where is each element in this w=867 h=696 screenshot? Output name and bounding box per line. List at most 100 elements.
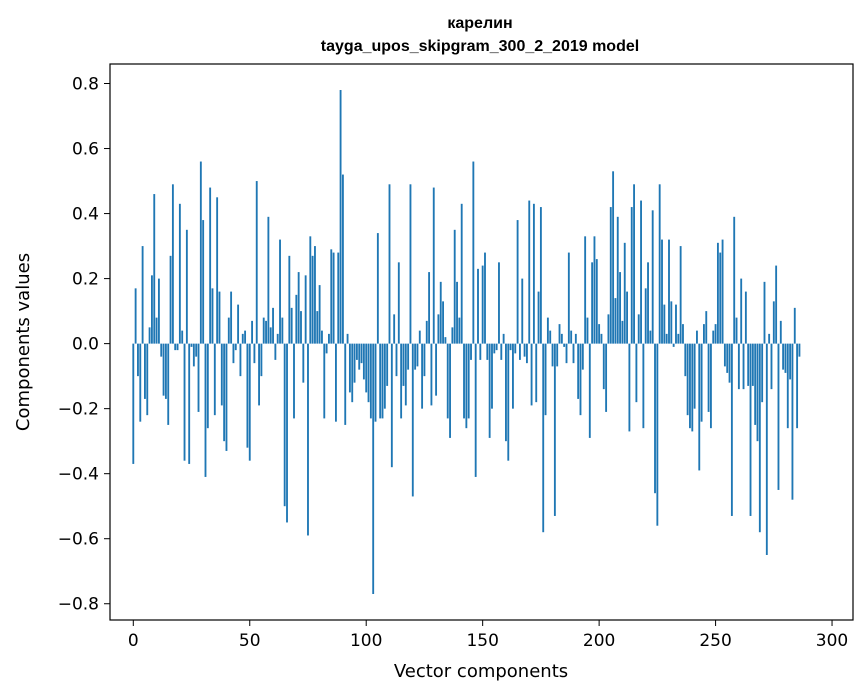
bar bbox=[768, 333, 771, 344]
y-axis-ticks: −0.8 −0.6 −0.4 −0.2 0.0 0.2 0.4 0.6 0.8 bbox=[58, 75, 110, 615]
bar bbox=[248, 343, 251, 461]
bar bbox=[309, 236, 312, 344]
bar bbox=[593, 236, 596, 344]
bar bbox=[244, 330, 247, 344]
bar bbox=[446, 343, 449, 419]
bar bbox=[155, 317, 158, 344]
bar bbox=[654, 343, 656, 494]
bar bbox=[383, 343, 386, 409]
bar bbox=[388, 184, 391, 344]
bar bbox=[171, 184, 174, 344]
bar bbox=[472, 161, 475, 344]
bar bbox=[723, 343, 726, 367]
bar bbox=[663, 304, 666, 344]
bar bbox=[458, 317, 461, 344]
bar bbox=[742, 343, 745, 390]
bar bbox=[532, 203, 535, 344]
bar bbox=[581, 343, 584, 370]
bar bbox=[134, 288, 137, 344]
bar bbox=[164, 343, 167, 399]
bar bbox=[404, 343, 407, 406]
bar bbox=[409, 184, 412, 344]
bar bbox=[190, 343, 193, 347]
bar bbox=[302, 343, 305, 383]
bars-group bbox=[132, 90, 801, 594]
bar bbox=[141, 246, 144, 344]
bar bbox=[626, 291, 628, 344]
bar bbox=[432, 187, 435, 344]
bar bbox=[423, 343, 426, 377]
bar bbox=[276, 333, 279, 344]
bar bbox=[148, 327, 151, 344]
bar bbox=[544, 343, 547, 416]
bar bbox=[157, 278, 160, 344]
bar bbox=[365, 343, 368, 393]
bar bbox=[649, 330, 652, 344]
bar bbox=[213, 343, 216, 416]
bar bbox=[167, 343, 170, 425]
x-axis-ticks: 0 50 100 150 200 250 300 bbox=[128, 620, 848, 651]
bar bbox=[586, 317, 589, 344]
bar bbox=[176, 343, 179, 351]
bar bbox=[535, 343, 538, 403]
bar bbox=[707, 343, 710, 412]
x-tick-label: 200 bbox=[583, 631, 615, 651]
bar bbox=[579, 343, 582, 416]
bar bbox=[374, 343, 377, 422]
bar bbox=[665, 333, 668, 344]
bar bbox=[425, 320, 428, 344]
bar bbox=[675, 304, 677, 344]
plot-frame bbox=[109, 63, 854, 621]
bar bbox=[488, 343, 491, 438]
x-tick-label: 250 bbox=[699, 631, 731, 651]
bar bbox=[251, 320, 254, 344]
bar bbox=[642, 343, 645, 429]
bar bbox=[758, 343, 761, 533]
bar bbox=[376, 233, 379, 344]
bar bbox=[146, 343, 149, 416]
bar bbox=[796, 343, 799, 429]
bar bbox=[416, 343, 419, 367]
bar bbox=[232, 343, 235, 364]
bar bbox=[279, 239, 281, 344]
x-tick-label: 300 bbox=[816, 631, 848, 651]
bar bbox=[307, 343, 309, 536]
bar bbox=[726, 343, 729, 373]
bar bbox=[672, 343, 675, 347]
bar bbox=[197, 343, 200, 412]
y-tick-label: −0.8 bbox=[58, 595, 99, 615]
bar bbox=[341, 174, 344, 344]
bar bbox=[297, 272, 300, 344]
bar bbox=[682, 324, 684, 344]
bar bbox=[428, 272, 431, 344]
bar bbox=[607, 314, 610, 344]
bar bbox=[381, 343, 384, 419]
bar bbox=[791, 343, 794, 500]
bar bbox=[223, 343, 226, 442]
bar bbox=[779, 320, 782, 344]
bar bbox=[786, 343, 789, 429]
bar bbox=[332, 252, 335, 344]
bar bbox=[546, 317, 549, 344]
bar bbox=[411, 343, 414, 497]
x-tick-label: 100 bbox=[350, 631, 382, 651]
bar bbox=[477, 268, 479, 344]
bar bbox=[211, 288, 214, 344]
chart-subtitle: tayga_upos_skipgram_300_2_2019 model bbox=[321, 38, 639, 55]
bar bbox=[572, 343, 575, 364]
bar bbox=[325, 343, 328, 354]
bar bbox=[530, 343, 533, 406]
bar bbox=[400, 343, 403, 419]
bar bbox=[560, 333, 563, 344]
bar bbox=[367, 343, 370, 403]
bar bbox=[616, 216, 619, 344]
bar bbox=[686, 343, 689, 416]
bar bbox=[439, 281, 442, 344]
bar bbox=[677, 333, 680, 344]
bar bbox=[407, 343, 410, 370]
bar bbox=[542, 343, 545, 533]
bar bbox=[712, 330, 715, 344]
bar bbox=[658, 184, 661, 344]
bar bbox=[756, 343, 759, 442]
